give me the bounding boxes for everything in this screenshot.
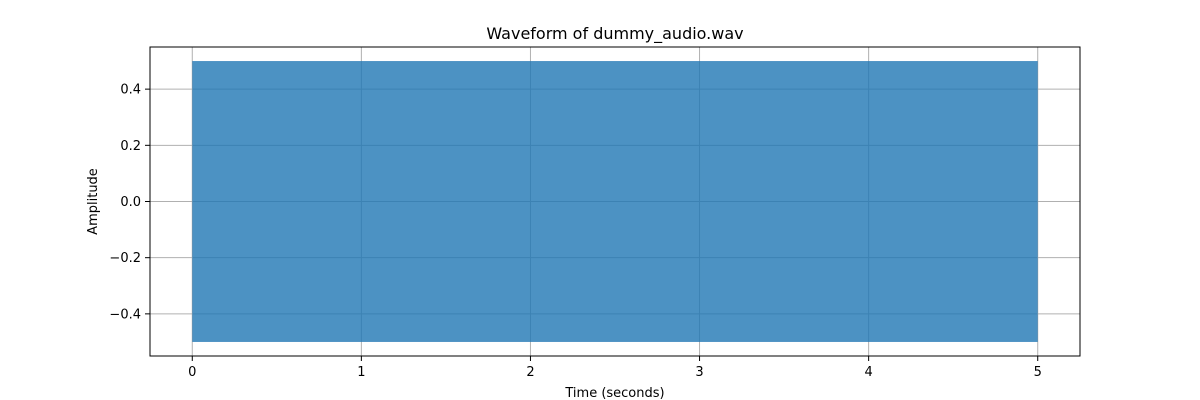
- chart-title: Waveform of dummy_audio.wav: [486, 24, 743, 44]
- x-tick-label-4: 4: [864, 365, 872, 380]
- y-tick-label-3: 0.2: [120, 139, 141, 154]
- waveform-area-0: [192, 61, 1038, 342]
- x-axis-label: Time (seconds): [564, 386, 664, 400]
- y-tick-label-1: −0.2: [109, 251, 141, 266]
- x-axis: 0 1 2 3 4 5: [188, 356, 1042, 380]
- y-tick-label-2: 0.0: [120, 195, 141, 210]
- x-tick-label-2: 2: [526, 365, 534, 380]
- x-tick-label-1: 1: [357, 365, 365, 380]
- x-tick-label-5: 5: [1034, 365, 1042, 380]
- y-axis: −0.4 −0.2 0.0 0.2 0.4: [109, 83, 150, 322]
- x-tick-label-3: 3: [695, 365, 703, 380]
- y-tick-label-0: −0.4: [109, 307, 141, 322]
- y-axis-label: Amplitude: [86, 168, 101, 235]
- x-tick-label-0: 0: [188, 365, 196, 380]
- series-layer: [192, 61, 1038, 342]
- y-tick-label-4: 0.4: [120, 83, 141, 98]
